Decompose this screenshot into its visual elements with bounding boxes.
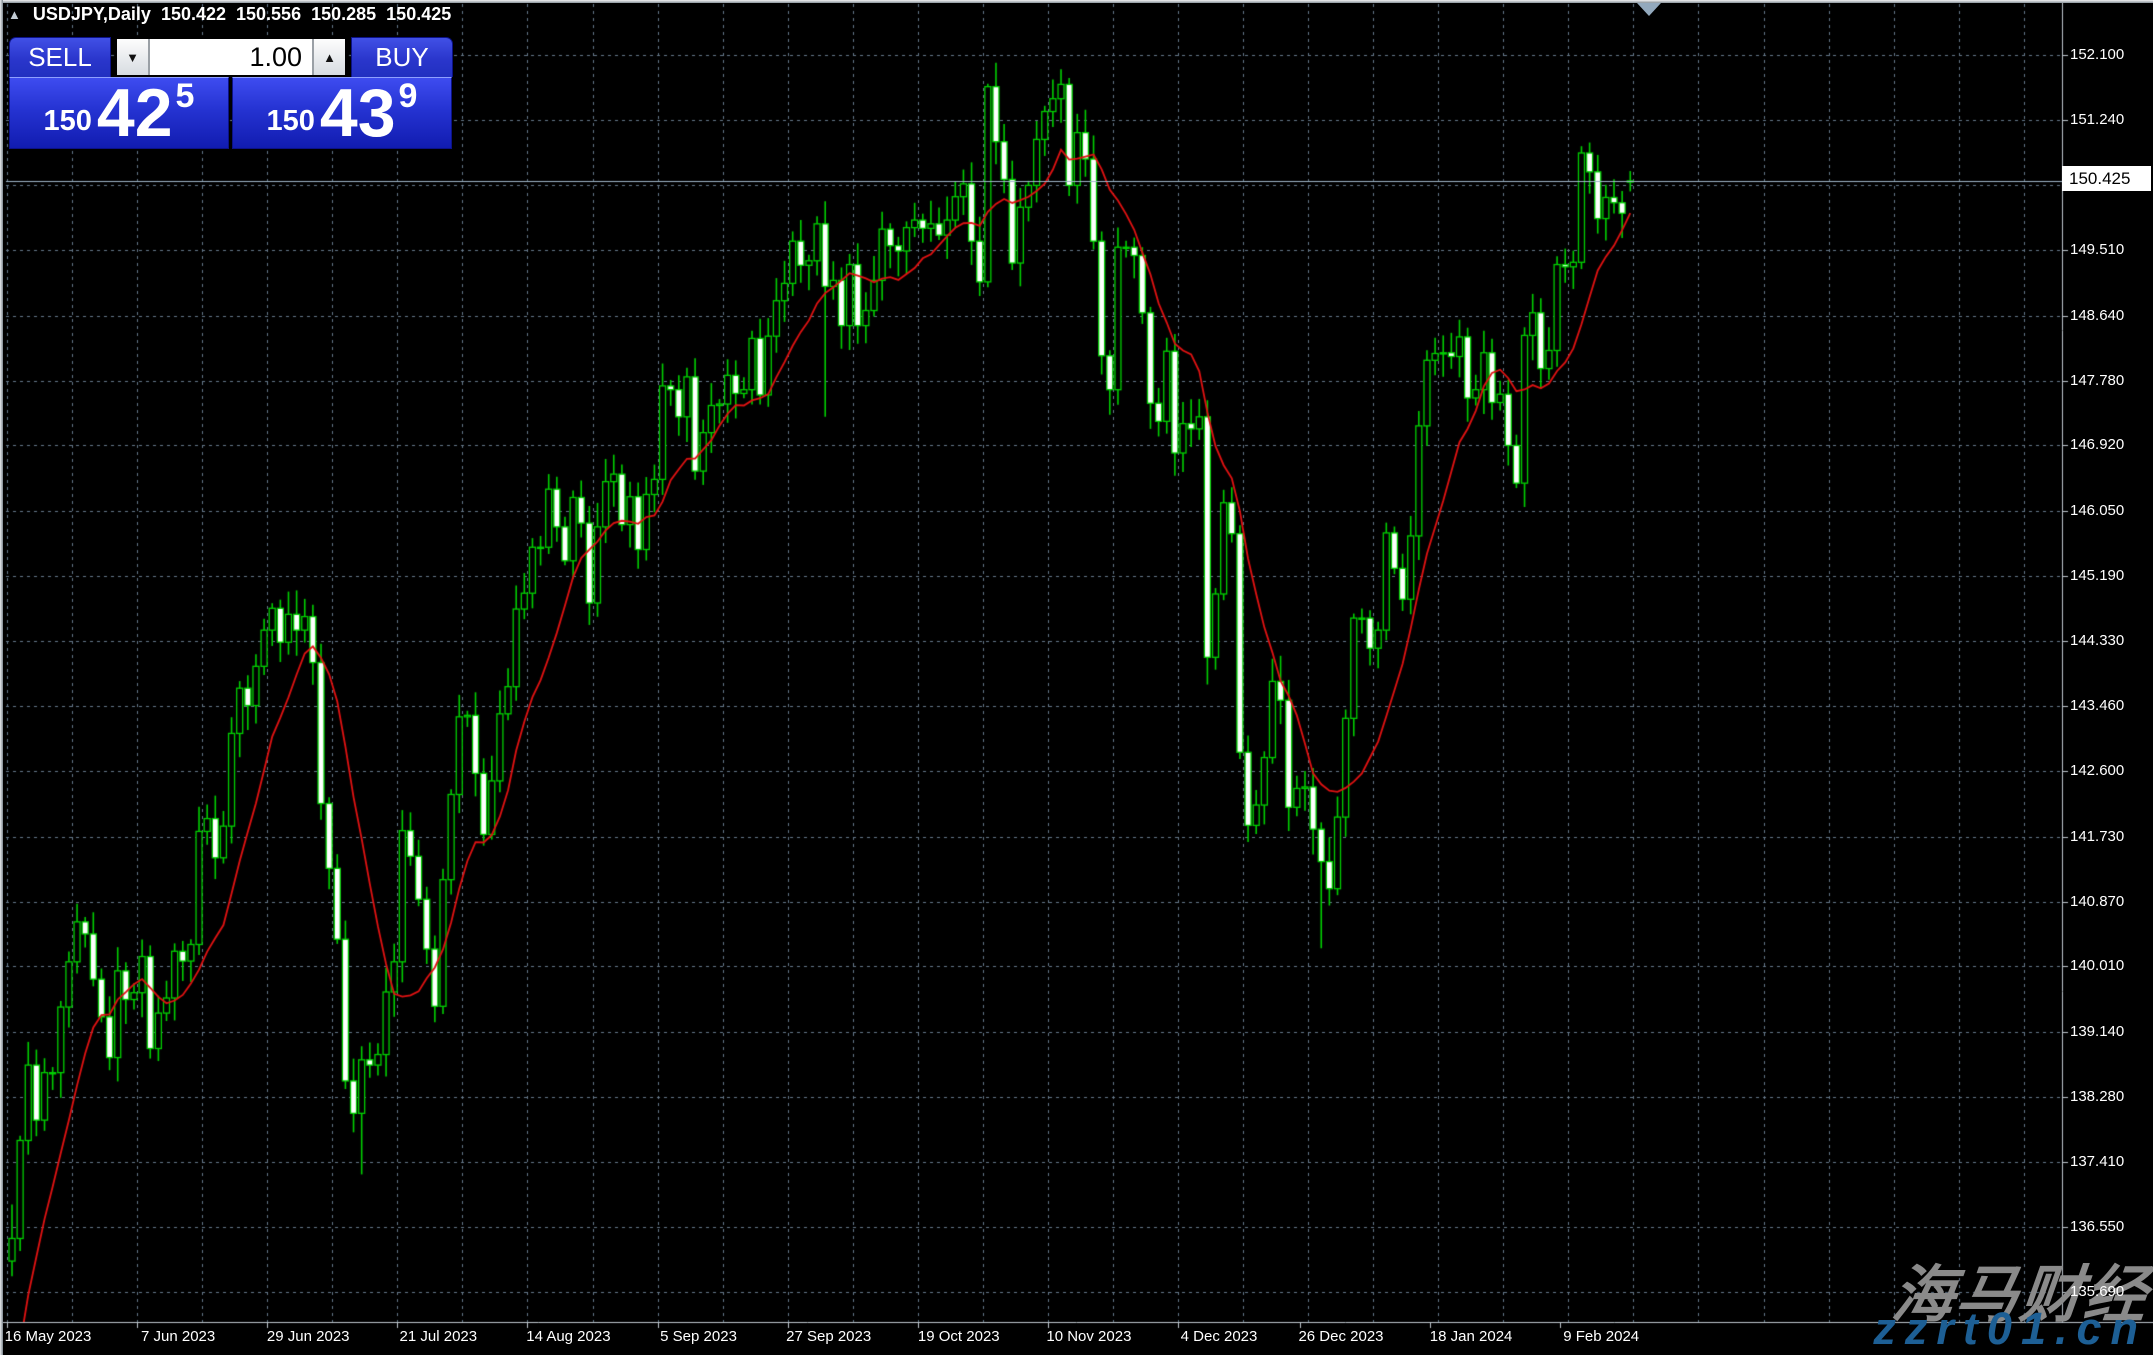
ask-price-display[interactable]: 150 43 9 [232,77,452,149]
watermark-url-text: zzrt01.cn [1873,1303,2147,1354]
date-tick-label: 16 May 2023 [4,1328,92,1345]
price-tick-label: 135.690 [2070,1283,2125,1300]
ask-price-pips: 9 [398,77,418,115]
symbol-timeframe-label: USDJPY,Daily [32,4,151,24]
date-tick-label: 18 Jan 2024 [1429,1328,1513,1345]
chevron-up-icon: ▲ [323,49,336,65]
one-click-trading-panel: SELL ▼ ▲ BUY 150 42 5 150 43 9 [9,37,453,149]
window-top-border [0,0,2153,3]
bid-price-main: 42 [96,75,173,152]
volume-combo: ▼ ▲ [115,37,347,77]
date-tick-label: 7 Jun 2023 [140,1328,216,1345]
date-tick-label: 21 Jul 2023 [399,1328,478,1345]
price-tick-label: 140.010 [2070,957,2125,975]
ask-price-prefix: 150 [266,105,315,137]
date-tick-label: 4 Dec 2023 [1180,1328,1258,1345]
price-tick-label: 151.240 [2070,110,2125,128]
price-tick-label: 146.050 [2070,502,2125,520]
price-tick-label: 146.920 [2070,436,2125,454]
price-tick-label: 137.410 [2070,1153,2125,1171]
ohlc-low-value: 150.285 [311,4,377,24]
collapse-triangle-icon: ▲ [8,7,21,22]
volume-dropdown-button[interactable]: ▼ [117,39,150,75]
date-tick-label: 10 Nov 2023 [1046,1328,1132,1345]
sell-button[interactable]: SELL [9,37,111,77]
price-tick-label: 141.730 [2070,827,2125,845]
price-tick-label: 152.100 [2070,46,2125,63]
chart-shift-marker-icon [1637,3,1661,16]
date-tick-label: 26 Dec 2023 [1298,1328,1384,1345]
price-tick-label: 138.280 [2070,1087,2125,1105]
price-tick-label: 139.140 [2070,1022,2125,1040]
ohlc-open-value: 150.422 [160,4,227,24]
ohlc-close-value: 150.425 [386,4,452,24]
price-tick-label: 147.780 [2070,371,2125,389]
volume-input[interactable] [150,39,312,75]
date-tick-label: 19 Oct 2023 [917,1328,1000,1345]
price-tick-label: 148.640 [2070,306,2125,324]
price-tick-label: 145.190 [2070,566,2125,584]
volume-increase-button[interactable]: ▲ [312,39,345,75]
current-price-box: 150.425 [2062,166,2151,191]
price-tick-label: 140.870 [2070,892,2125,910]
window-left-border [0,0,3,1355]
buy-button[interactable]: BUY [351,37,453,77]
price-tick-label: 143.460 [2070,697,2125,715]
date-tick-label: 9 Feb 2024 [1563,1328,1640,1345]
date-tick-label: 14 Aug 2023 [526,1328,611,1345]
price-tick-label: 144.330 [2070,631,2125,649]
ask-price-main: 43 [319,75,396,152]
date-tick-label: 27 Sep 2023 [786,1328,872,1345]
price-tick-label: 149.510 [2070,241,2125,259]
date-tick-label: 5 Sep 2023 [660,1328,737,1345]
ohlc-high-value: 150.556 [236,4,302,24]
chevron-down-icon: ▼ [126,49,139,65]
bid-price-prefix: 150 [43,105,92,137]
date-tick-label: 29 Jun 2023 [266,1328,350,1345]
bid-price-display[interactable]: 150 42 5 [9,77,229,149]
price-tick-label: 142.600 [2070,762,2125,780]
chart-title-bar: ▲ USDJPY,Daily 150.422 150.556 150.285 1… [8,4,451,25]
bid-price-pips: 5 [175,77,195,115]
price-tick-label: 136.550 [2070,1218,2125,1236]
